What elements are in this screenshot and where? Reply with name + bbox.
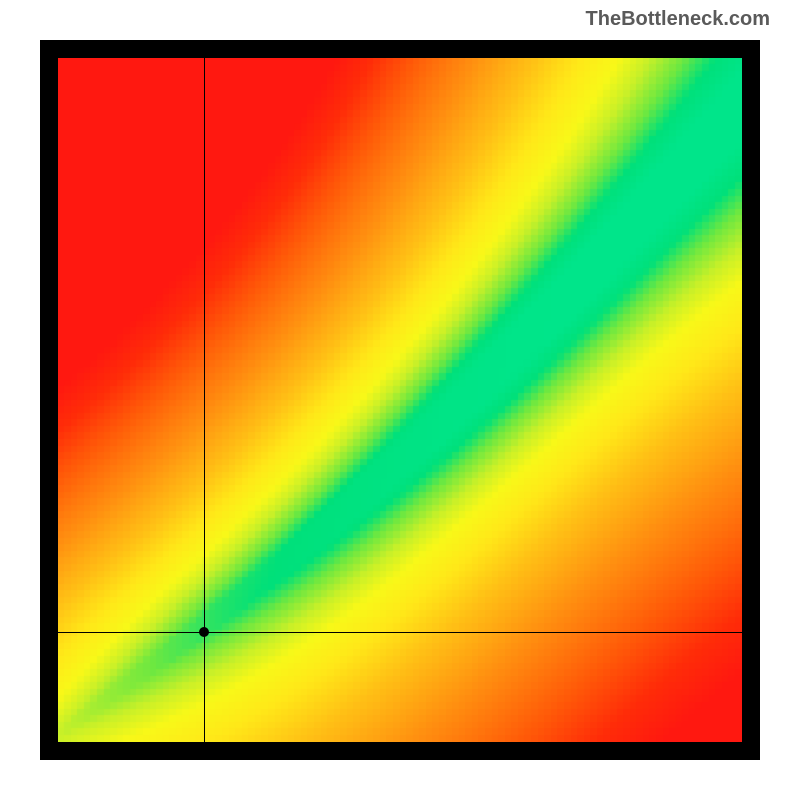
crosshair-vertical	[204, 58, 205, 742]
selected-point-marker	[199, 627, 209, 637]
watermark: TheBottleneck.com	[586, 8, 770, 31]
plot-frame	[40, 40, 760, 760]
bottleneck-heatmap	[58, 58, 742, 742]
crosshair-horizontal	[58, 632, 742, 633]
plot-area	[58, 58, 742, 742]
